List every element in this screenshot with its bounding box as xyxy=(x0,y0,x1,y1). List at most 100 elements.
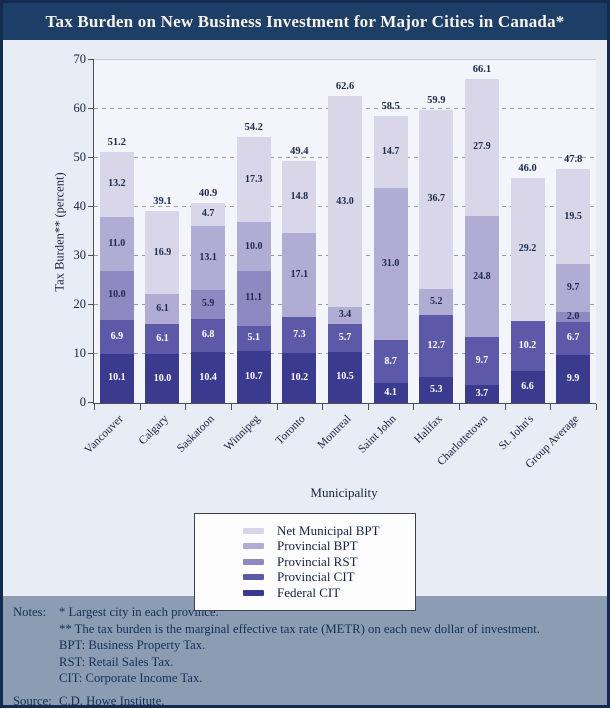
notes-line: RST: Retail Sales Tax. xyxy=(13,654,597,671)
segment-value-label: 14.8 xyxy=(291,192,309,202)
legend-item: Net Municipal BPT xyxy=(243,523,405,539)
segment-value-label: 6.8 xyxy=(202,330,215,340)
x-tick xyxy=(550,404,551,410)
segment-value-label: 4.7 xyxy=(202,209,215,219)
segment-net-municipal-bpt: 29.2 xyxy=(511,178,545,321)
legend-label: Provincial BPT xyxy=(277,538,358,554)
segment-value-label: 10.0 xyxy=(245,242,263,252)
bar-total-label: 54.2 xyxy=(245,122,263,133)
segment-value-label: 3.4 xyxy=(339,310,352,320)
segment-value-label: 36.7 xyxy=(428,194,446,204)
legend-label: Federal CIT xyxy=(277,585,340,601)
segment-value-label: 6.6 xyxy=(521,382,534,392)
category-label: Saint John xyxy=(357,413,400,456)
chart-title: Tax Burden on New Business Investment fo… xyxy=(3,3,607,40)
y-tick-label: 30 xyxy=(58,248,86,263)
legend-label: Provincial RST xyxy=(277,554,358,570)
segment-provincial-cit: 5.7 xyxy=(328,324,362,352)
category-label: Winnipeg xyxy=(222,413,262,453)
y-tick-label: 70 xyxy=(58,52,86,67)
segment-value-label: 5.7 xyxy=(339,333,352,343)
segment-federal-cit: 10.4 xyxy=(191,352,225,403)
segment-value-label: 17.3 xyxy=(245,175,263,185)
y-tick-label: 40 xyxy=(58,199,86,214)
segment-provincial-bpt: 13.1 xyxy=(191,226,225,290)
segment-value-label: 12.7 xyxy=(428,341,446,351)
bar-halifax: 36.7 5.2 12.7 5.3 xyxy=(419,110,453,403)
segment-value-label: 10.1 xyxy=(108,373,126,383)
segment-federal-cit: 9.9 xyxy=(556,355,590,404)
legend-swatch xyxy=(243,559,264,565)
x-tick xyxy=(185,404,186,410)
segment-value-label: 2.0 xyxy=(567,312,580,322)
y-tick-label: 60 xyxy=(58,101,86,116)
segment-value-label: 4.1 xyxy=(384,388,397,398)
legend-swatch xyxy=(243,528,264,534)
bar-total-label: 39.1 xyxy=(153,196,171,207)
segment-federal-cit: 5.3 xyxy=(419,377,453,403)
segment-provincial-bpt: 24.8 xyxy=(465,216,499,338)
category-label: Calgary xyxy=(137,413,171,447)
segment-value-label: 9.9 xyxy=(567,374,580,384)
segment-provincial-bpt: 31.0 xyxy=(374,188,408,340)
legend-item: Provincial RST xyxy=(243,554,405,570)
x-axis-title: Municipality xyxy=(93,485,595,501)
segment-value-label: 5.2 xyxy=(430,297,443,307)
category-label: St. John's xyxy=(497,413,536,452)
segment-provincial-cit: 6.9 xyxy=(100,320,134,354)
notes-text: CIT: Corporate Income Tax. xyxy=(59,670,202,687)
notes-line: BPT: Business Property Tax. xyxy=(13,637,597,654)
segment-provincial-bpt: 17.1 xyxy=(282,233,316,317)
segment-net-municipal-bpt: 17.3 xyxy=(237,137,271,222)
segment-federal-cit: 10.2 xyxy=(282,353,316,403)
segment-provincial-cit: 8.7 xyxy=(374,340,408,383)
source-text: C.D. Howe Institute. xyxy=(59,693,164,709)
segment-value-label: 11.1 xyxy=(245,293,262,303)
segment-value-label: 10.4 xyxy=(199,373,217,383)
segment-federal-cit: 10.1 xyxy=(100,354,134,403)
segment-value-label: 6.7 xyxy=(567,333,580,343)
segment-value-label: 10.7 xyxy=(245,372,263,382)
y-tick-label: 10 xyxy=(58,346,86,361)
segment-federal-cit: 4.1 xyxy=(374,383,408,403)
segment-value-label: 9.7 xyxy=(476,356,489,366)
category-label: Halifax xyxy=(412,413,445,446)
x-tick xyxy=(368,404,369,410)
x-tick xyxy=(231,404,232,410)
segment-provincial-bpt: 9.7 xyxy=(556,264,590,312)
category-label: Saskatoon xyxy=(175,413,217,455)
segment-value-label: 6.1 xyxy=(156,304,169,314)
x-tick xyxy=(459,404,460,410)
bar-total-label: 49.4 xyxy=(290,146,308,157)
segment-value-label: 10.5 xyxy=(336,372,354,382)
segment-value-label: 13.1 xyxy=(199,253,217,263)
segment-value-label: 10.2 xyxy=(519,341,537,351)
bar-total-label: 66.1 xyxy=(473,64,491,75)
segment-federal-cit: 10.7 xyxy=(237,351,271,403)
source-line: Source:C.D. Howe Institute. xyxy=(13,693,597,709)
segment-net-municipal-bpt: 14.8 xyxy=(282,161,316,234)
notes-text: BPT: Business Property Tax. xyxy=(59,637,205,654)
segment-value-label: 19.5 xyxy=(564,212,582,222)
segment-value-label: 3.7 xyxy=(476,389,489,399)
bar-total-label: 40.9 xyxy=(199,188,217,199)
segment-net-municipal-bpt: 4.7 xyxy=(191,203,225,226)
segment-value-label: 9.7 xyxy=(567,283,580,293)
notes-label xyxy=(13,621,59,638)
notes-line: CIT: Corporate Income Tax. xyxy=(13,670,597,687)
segment-value-label: 17.1 xyxy=(291,270,309,280)
bar-winnipeg: 17.3 10.0 11.1 5.1 10.7 xyxy=(237,137,271,403)
notes-panel: Notes:* Largest city in each province.**… xyxy=(3,596,607,705)
bar-total-label: 58.5 xyxy=(381,101,399,112)
segment-federal-cit: 10.5 xyxy=(328,352,362,403)
segment-value-label: 16.9 xyxy=(154,248,172,258)
legend-item: Federal CIT xyxy=(243,585,405,601)
segment-value-label: 5.1 xyxy=(247,333,260,343)
segment-value-label: 5.3 xyxy=(430,385,443,395)
